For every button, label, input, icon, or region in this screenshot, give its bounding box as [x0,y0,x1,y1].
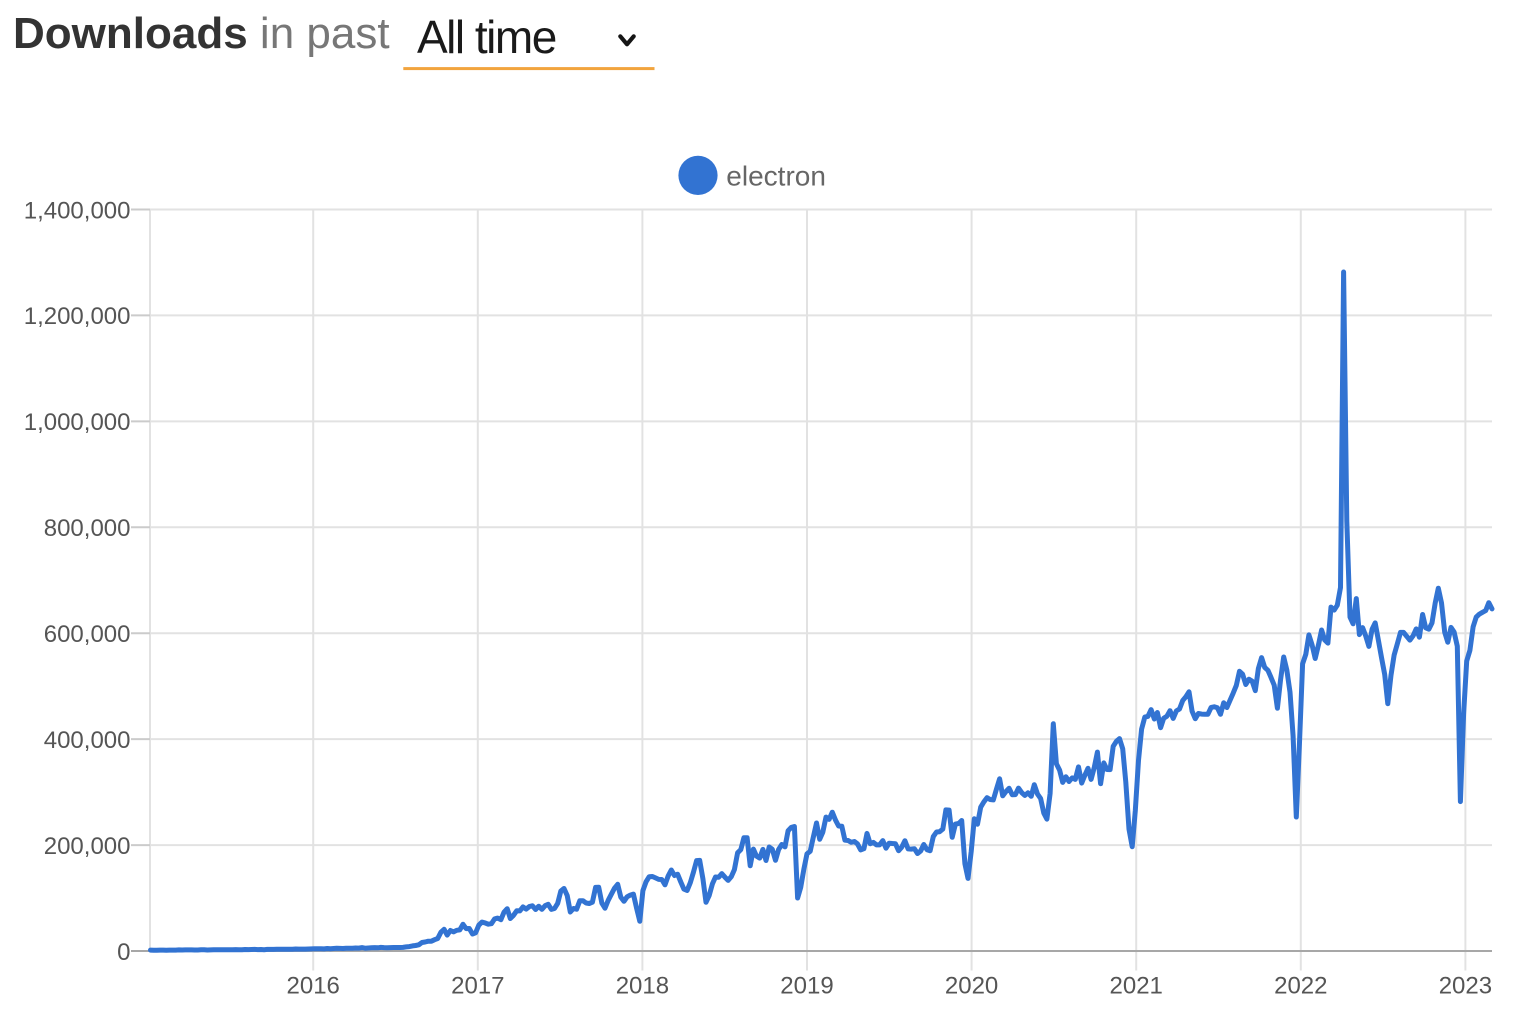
svg-text:1,400,000: 1,400,000 [24,197,131,224]
svg-text:2021: 2021 [1110,973,1163,1000]
svg-text:800,000: 800,000 [44,515,131,542]
svg-text:600,000: 600,000 [44,621,131,648]
svg-text:200,000: 200,000 [44,833,131,860]
svg-text:1,200,000: 1,200,000 [24,303,131,330]
svg-text:2019: 2019 [780,973,833,1000]
svg-text:All time: All time [417,11,556,63]
svg-text:2018: 2018 [616,973,669,1000]
svg-text:2017: 2017 [451,973,504,1000]
svg-text:2020: 2020 [945,973,998,1000]
svg-text:electron: electron [726,160,826,191]
svg-text:400,000: 400,000 [44,727,131,754]
svg-text:2022: 2022 [1274,973,1327,1000]
svg-text:2023: 2023 [1439,973,1492,1000]
svg-text:1,000,000: 1,000,000 [24,409,131,436]
svg-text:2016: 2016 [287,973,340,1000]
svg-text:Downloads in past: Downloads in past [13,9,390,58]
svg-text:0: 0 [117,939,130,966]
